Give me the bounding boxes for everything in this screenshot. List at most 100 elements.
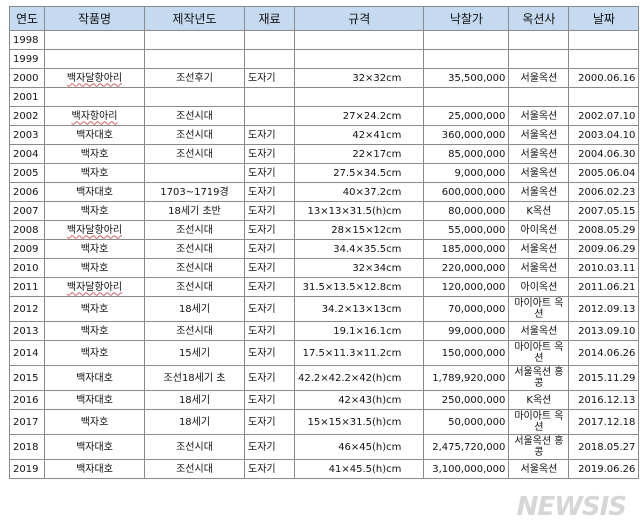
cell-period: 18세기	[144, 409, 245, 435]
cell-price-text: 600,000,000	[441, 186, 506, 198]
auction-table-wrapper: 연도 작품명 제작년도 재료 규격 낙찰가 옥션사 날짜 1998 1999 2000 백자달항아리…	[9, 6, 640, 479]
cell-title-text: 백자호	[80, 167, 109, 179]
cell-period-text: 조선시대	[176, 110, 213, 122]
cell-date: 2012.09.13	[568, 296, 640, 322]
cell-period: 조선후기	[144, 68, 245, 88]
cell-auction-house: 서울옥션	[508, 182, 570, 202]
cell-period: 조선시대	[144, 321, 245, 341]
cell-auction-house-text: 서울옥션 홍콩	[514, 436, 564, 458]
header-price: 낙찰가	[423, 6, 510, 31]
cell-year-text: 2007	[13, 205, 39, 217]
cell-auction-house: 서울옥션	[508, 239, 570, 259]
cell-size-text: 19.1×16.1cm	[333, 325, 402, 337]
cell-year: 2015	[9, 365, 45, 391]
cell-period: 조선시대	[144, 258, 245, 278]
cell-year: 2009	[9, 239, 45, 259]
cell-material-text: 도자기	[248, 325, 276, 337]
cell-size-text: 22×17cm	[352, 148, 402, 160]
table-row: 2008 백자달항아리 조선시대 도자기 28×15×12cm 55,000,000 아이옥…	[9, 220, 640, 240]
cell-material-text: 도자기	[248, 372, 276, 384]
table-row: 2019 백자대호 조선시대 도자기 41×45.5(h)cm 3,100,000,000…	[9, 459, 640, 479]
cell-auction-house-text: K옥션	[526, 205, 552, 217]
cell-year-text: 2003	[13, 129, 39, 141]
cell-year: 2006	[9, 182, 45, 202]
cell-price-text: 35,500,000	[448, 72, 506, 84]
cell-size-text: 42×43(h)cm	[338, 394, 402, 406]
cell-period-text: 조선시대	[176, 281, 213, 293]
cell-period-text: 18세기 초반	[168, 205, 221, 217]
cell-price: 99,000,000	[423, 321, 510, 341]
cell-material	[244, 49, 295, 69]
cell-price-text: 1,789,920,000	[432, 372, 506, 384]
cell-date-text: 2014.06.26	[578, 347, 636, 359]
cell-auction-house: 서울옥션 홍콩	[508, 365, 570, 391]
table-row: 2014 백자호 15세기 도자기 17.5×11.3×11.2cm 150,000,00…	[9, 340, 640, 366]
cell-price-text: 70,000,000	[448, 303, 506, 315]
cell-period-text: 15세기	[178, 347, 211, 359]
table-row: 1999	[9, 49, 640, 69]
cell-title: 백자달항아리	[44, 277, 145, 297]
cell-title-text: 백자대호	[76, 463, 113, 475]
cell-year: 2007	[9, 201, 45, 221]
cell-title: 백자호	[44, 163, 145, 183]
cell-year-text: 2011	[13, 281, 39, 293]
cell-size: 46×45(h)cm	[293, 434, 425, 460]
cell-price-text: 80,000,000	[448, 205, 506, 217]
cell-date-text: 2017.12.18	[578, 416, 636, 428]
cell-auction-house: 마이아트 옥션	[508, 409, 570, 435]
cell-price-text: 25,000,000	[448, 110, 506, 122]
cell-title-text: 백자대호	[76, 441, 113, 453]
cell-price	[423, 49, 510, 69]
cell-auction-house-text: 아이옥션	[520, 224, 558, 236]
auction-table: 연도 작품명 제작년도 재료 규격 낙찰가 옥션사 날짜 1998 1999 2000 백자달항아리…	[9, 6, 640, 479]
table-row: 2001	[9, 87, 640, 107]
cell-date-text: 2019.06.26	[578, 463, 636, 475]
cell-date-text: 2006.02.23	[578, 186, 636, 198]
cell-size-text: 42×41cm	[352, 129, 402, 141]
cell-price-text: 360,000,000	[441, 129, 506, 141]
cell-auction-house-text: 서울옥션	[520, 148, 558, 160]
table-row: 2007 백자호 18세기 초반 도자기 13×13×31.5(h)cm 80,000,0…	[9, 201, 640, 221]
cell-price: 185,000,000	[423, 239, 510, 259]
header-auction-house: 옥션사	[508, 6, 570, 31]
cell-year-text: 2010	[13, 262, 39, 274]
cell-title-text: 백자호	[80, 303, 109, 315]
cell-year-text: 2015	[13, 372, 39, 384]
cell-size	[293, 49, 425, 69]
cell-title-text: 백자호	[80, 148, 109, 160]
cell-material: 도자기	[244, 201, 295, 221]
cell-auction-house-text: 서울옥션	[520, 325, 558, 337]
cell-year: 2002	[9, 106, 45, 126]
cell-title-text: 백자달항아리	[66, 224, 123, 236]
cell-year-text: 2002	[13, 110, 39, 122]
cell-year: 2012	[9, 296, 45, 322]
cell-auction-house-text: 서울옥션	[520, 463, 558, 475]
cell-year-text: 2006	[13, 186, 39, 198]
cell-price-text: 99,000,000	[448, 325, 506, 337]
cell-date-text: 2016.12.13	[578, 394, 636, 406]
table-row: 2016 백자대호 18세기 도자기 42×43(h)cm 250,000,000 K옥션 2…	[9, 390, 640, 410]
cell-date: 2002.07.10	[568, 106, 640, 126]
cell-price: 9,000,000	[423, 163, 510, 183]
cell-date-text: 2007.05.15	[578, 205, 636, 217]
cell-year: 2000	[9, 68, 45, 88]
cell-auction-house: 서울옥션	[508, 68, 570, 88]
cell-price-text: 120,000,000	[441, 281, 506, 293]
cell-auction-house: 서울옥션 홍콩	[508, 434, 570, 460]
cell-material: 도자기	[244, 163, 295, 183]
cell-date: 2011.06.21	[568, 277, 640, 297]
cell-date: 2009.06.29	[568, 239, 640, 259]
cell-auction-house: 서울옥션	[508, 459, 570, 479]
cell-date: 2000.06.16	[568, 68, 640, 88]
cell-material-text: 도자기	[248, 347, 276, 359]
cell-size: 41×45.5(h)cm	[293, 459, 425, 479]
cell-auction-house: 서울옥션	[508, 125, 570, 145]
cell-size-text: 13×13×31.5(h)cm	[307, 205, 402, 217]
cell-title	[44, 30, 145, 50]
cell-year: 2004	[9, 144, 45, 164]
cell-title-text: 백자달항아리	[66, 72, 123, 84]
cell-auction-house: 서울옥션	[508, 163, 570, 183]
cell-material-text: 도자기	[248, 463, 276, 475]
cell-title: 백자호	[44, 144, 145, 164]
cell-date-text: 2003.04.10	[578, 129, 636, 141]
